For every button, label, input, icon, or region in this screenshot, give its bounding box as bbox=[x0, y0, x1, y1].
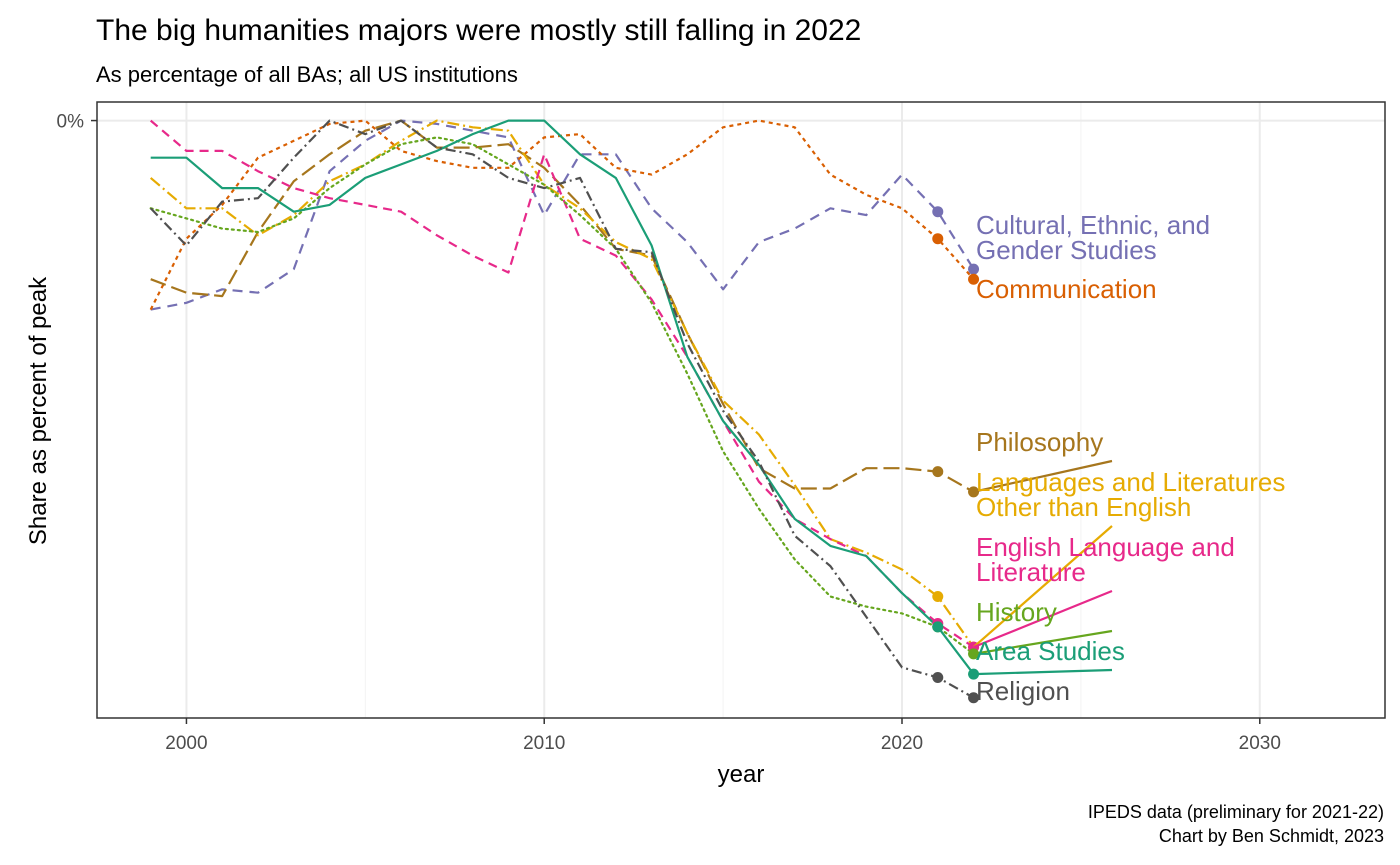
series-label-0: Cultural, Ethnic, and Gender Studies bbox=[976, 210, 1210, 265]
series-point-0-2022 bbox=[968, 263, 980, 275]
series-point-7-2021 bbox=[932, 671, 944, 683]
series-point-2-2021 bbox=[932, 466, 944, 478]
chart-title: The big humanities majors were mostly st… bbox=[96, 14, 861, 47]
series-line-2 bbox=[150, 119, 975, 493]
series-line-3 bbox=[149, 119, 975, 648]
series-point-0-2021 bbox=[932, 206, 944, 218]
x-tick-label-2020: 2020 bbox=[881, 733, 923, 754]
series-label-7: Religion bbox=[976, 676, 1070, 706]
series-label-5-line-0: History bbox=[976, 597, 1057, 627]
x-tick-label-2030: 2030 bbox=[1239, 733, 1281, 754]
label-leader-3 bbox=[972, 525, 1113, 648]
x-axis-title: year bbox=[718, 761, 765, 788]
series-point-6-2021 bbox=[932, 621, 944, 633]
series-label-4-line-0: English Language and bbox=[976, 532, 1235, 562]
caption-line-2: Chart by Ben Schmidt, 2023 bbox=[1159, 826, 1384, 846]
panel-border bbox=[96, 101, 1386, 719]
series-point-1-2021 bbox=[932, 233, 944, 245]
series-line-4 bbox=[149, 119, 975, 649]
label-leader-2 bbox=[973, 459, 1113, 493]
label-leader-5 bbox=[973, 629, 1113, 655]
series-label-0-line-0: Cultural, Ethnic, and bbox=[976, 210, 1210, 240]
plot-panel: Cultural, Ethnic, and Gender Studies Commu… bbox=[57, 101, 1386, 754]
series-label-3-line-0: Languages and Literatures bbox=[976, 467, 1285, 497]
label-leader-4 bbox=[973, 589, 1113, 649]
series-line-5 bbox=[149, 136, 975, 656]
series-line-6 bbox=[150, 119, 975, 675]
caption-line-1: IPEDS data (preliminary for 2021-22) bbox=[1088, 802, 1384, 822]
series-label-4-line-1: Literature bbox=[976, 557, 1086, 587]
y-tick-label-0: 0% bbox=[57, 112, 85, 133]
x-tick-label-2000: 2000 bbox=[165, 733, 207, 754]
series-point-1-2022 bbox=[968, 273, 980, 285]
series-label-0-line-1: Gender Studies bbox=[976, 235, 1157, 265]
series-label-2-line-0: Philosophy bbox=[976, 427, 1103, 457]
chart-subtitle: As percentage of all BAs; all US institu… bbox=[96, 62, 518, 87]
series-label-1: Communication bbox=[976, 274, 1157, 304]
series-label-1-line-0: Communication bbox=[976, 274, 1157, 304]
series-line-0 bbox=[150, 119, 975, 311]
x-tick-label-2010: 2010 bbox=[523, 733, 565, 754]
y-axis-title: Share as percent of peak bbox=[25, 276, 52, 545]
series-label-3: Languages and Literatures Other than Engl… bbox=[976, 467, 1285, 522]
series-line-1 bbox=[149, 119, 975, 311]
label-leader-6 bbox=[973, 668, 1113, 676]
series-point-7-2022 bbox=[968, 692, 980, 704]
series-label-3-line-1: Other than English bbox=[976, 492, 1191, 522]
series-label-6-line-0: Area Studies bbox=[976, 636, 1125, 666]
series-label-2: Philosophy bbox=[976, 427, 1103, 457]
series-label-4: English Language and Literature bbox=[976, 532, 1235, 587]
series-label-7-line-0: Religion bbox=[976, 676, 1070, 706]
series-line-7 bbox=[149, 119, 975, 699]
series-label-5: History bbox=[976, 597, 1057, 627]
series-point-3-2021 bbox=[932, 590, 944, 602]
series-label-6: Area Studies bbox=[976, 636, 1125, 666]
